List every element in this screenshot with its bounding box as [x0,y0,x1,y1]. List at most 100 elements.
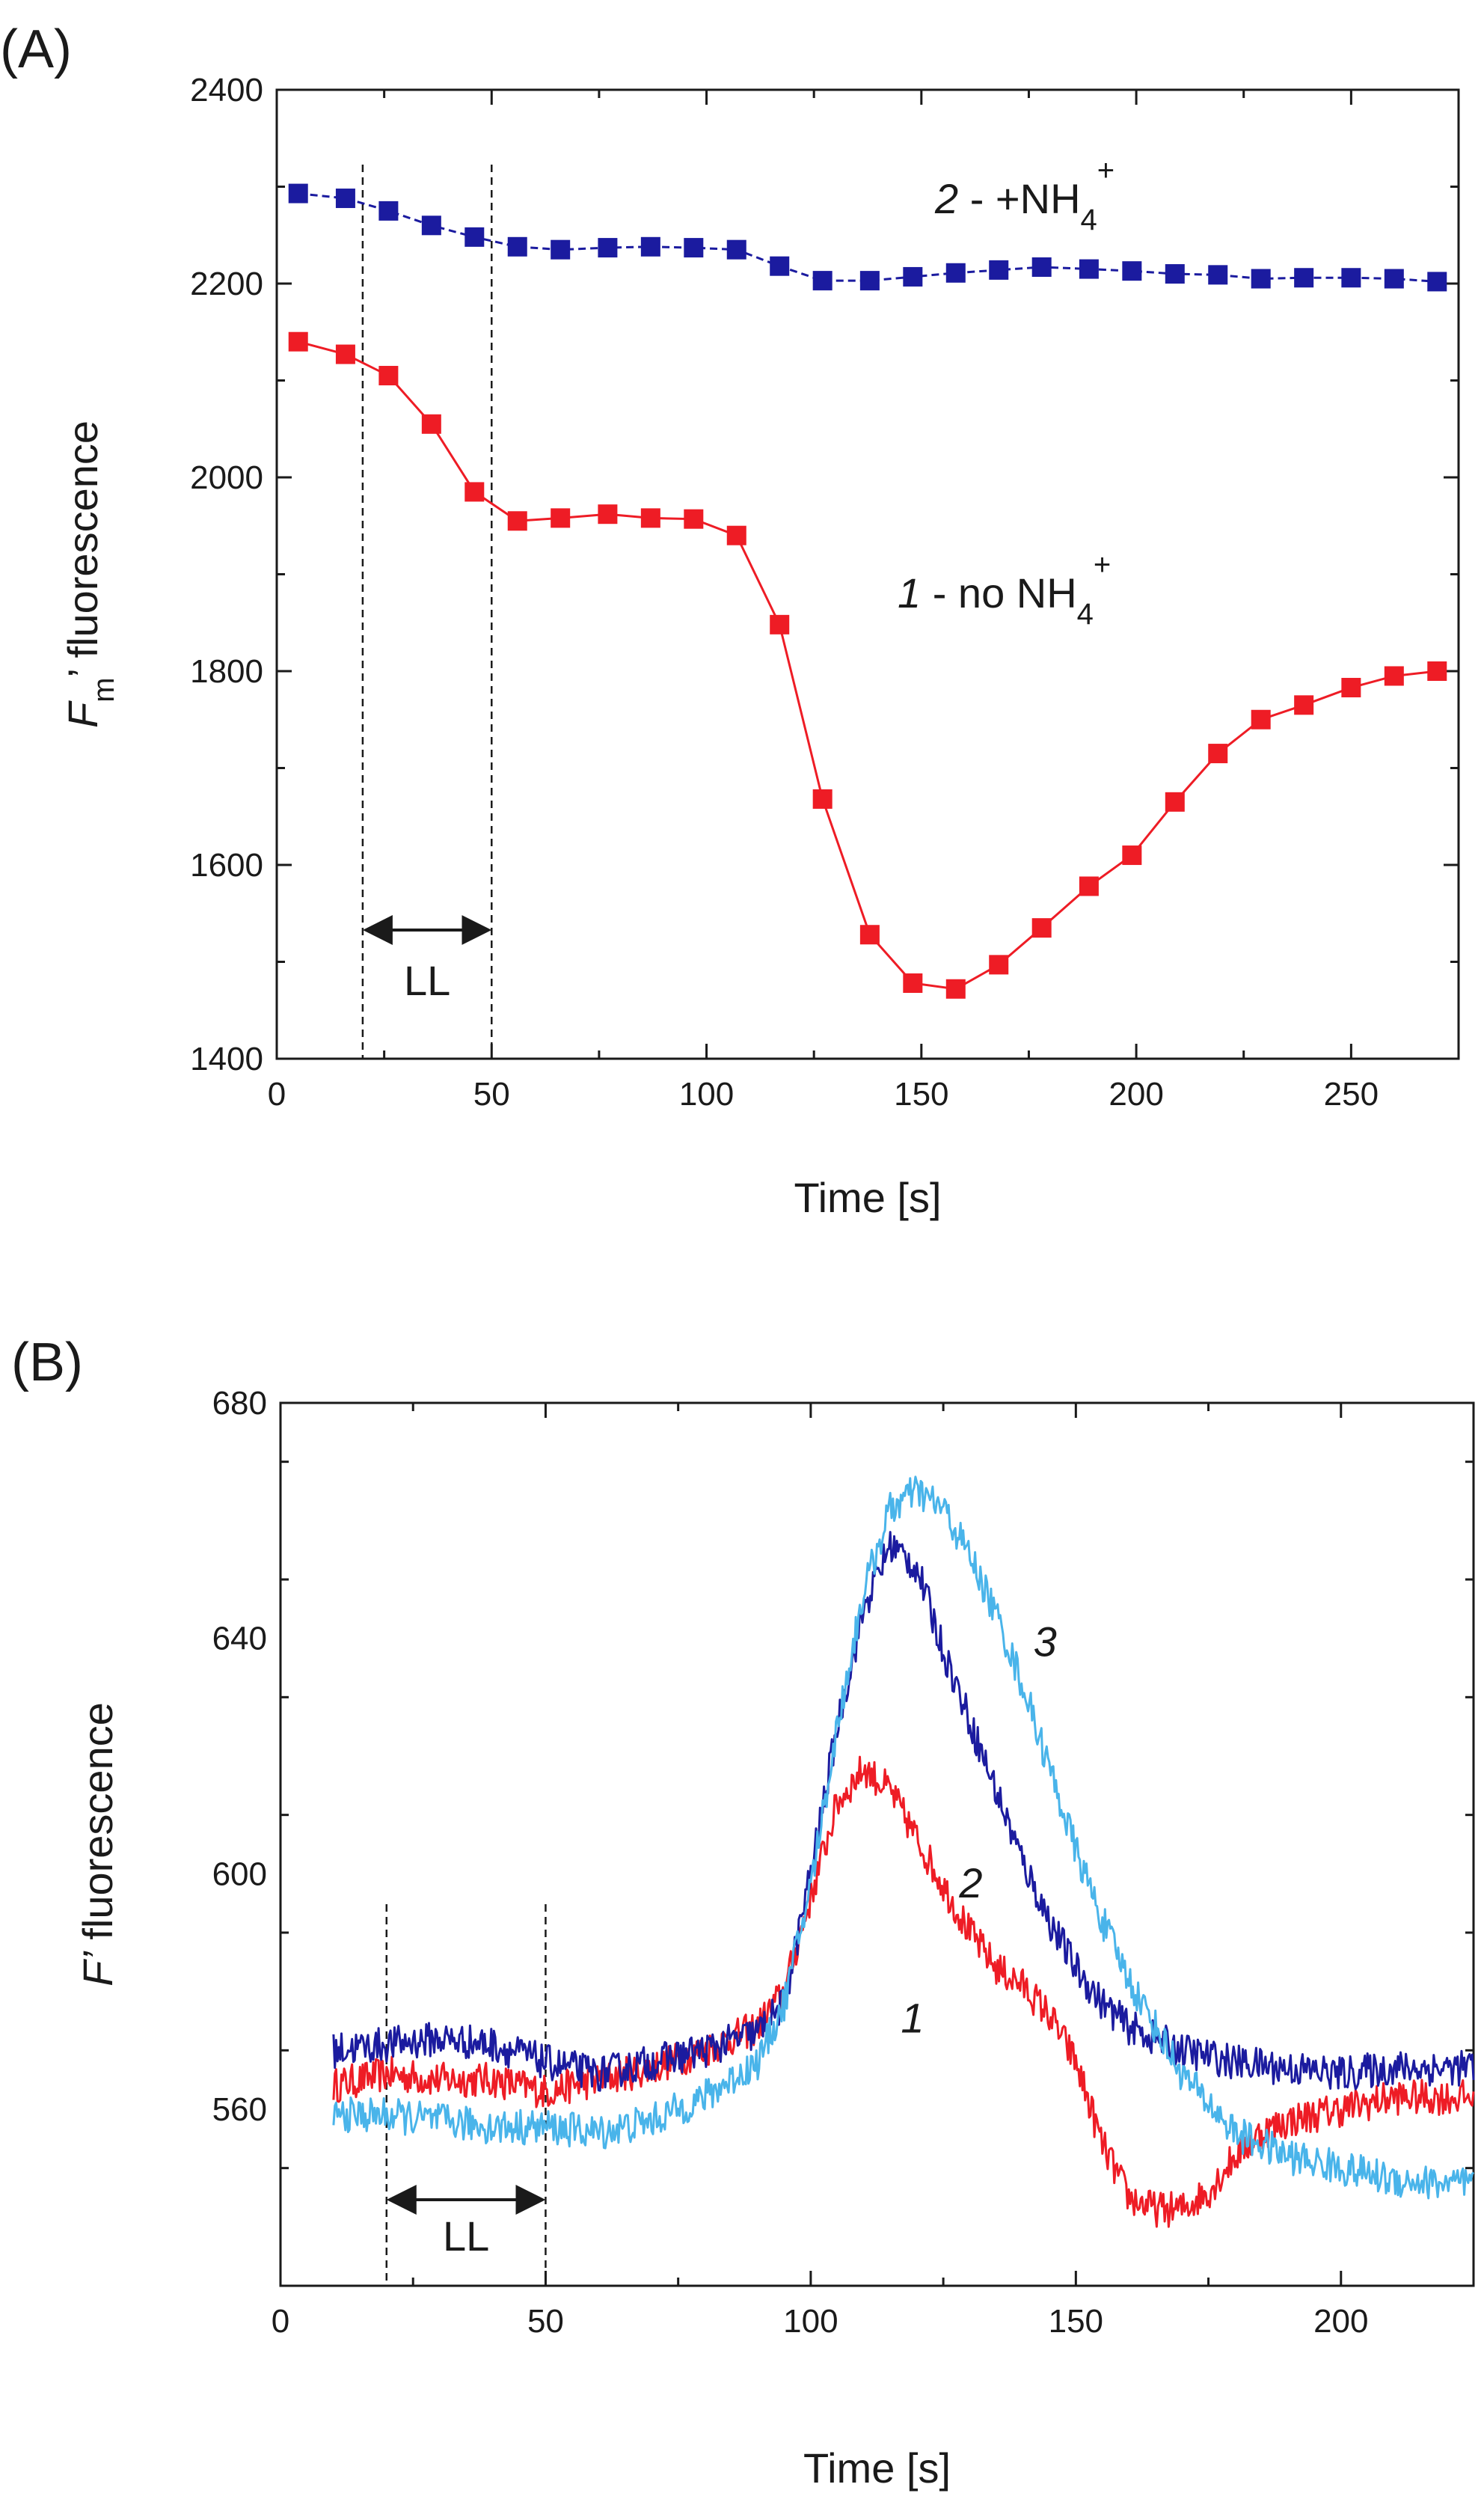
data-point [1294,268,1314,288]
series-trace_3 [332,1475,1475,2200]
data-point [770,256,790,276]
y-tick-label: 1600 [190,847,263,884]
x-axis-title: Time [s] [803,2444,951,2492]
data-point [1384,666,1404,686]
series-trace_1 [332,1755,1475,2228]
data-point [726,525,746,545]
data-point [1251,709,1271,730]
data-point [1427,661,1447,681]
series-no_nh4 [288,331,1447,999]
data-point [1122,261,1142,281]
data-point [1165,792,1185,812]
data-point [640,508,660,528]
data-point [989,955,1009,975]
data-point [1165,264,1185,284]
data-point [859,271,880,291]
x-tick-label: 250 [1324,1076,1379,1113]
data-point [421,414,441,434]
x-axis-title: Time [s] [794,1174,941,1221]
plot-frame [275,88,1460,1060]
data-point [1208,265,1228,285]
data-point [684,509,704,529]
data-point [464,227,485,247]
y-tick-label: 680 [212,1385,267,1422]
y-tick-label: 600 [212,1856,267,1892]
data-point [335,189,355,209]
data-point [507,236,527,257]
series-plus_nh4 [288,183,1447,292]
series-label: 2 [958,1859,982,1906]
data-point [1079,876,1099,896]
x-tick-label: 50 [527,2303,564,2340]
y-tick-label: 2000 [190,459,263,496]
data-point [421,215,441,236]
y-tick-label: 2200 [190,266,263,302]
panel-b: (B) 0 50 100 150 200 560 600 640 680 Time [s] F’ fl… [11,1333,1475,2492]
data-point [335,344,355,364]
data-point [684,238,704,258]
data-point [1341,268,1361,288]
y-axis-title: F’ fluorescence [74,1702,121,1986]
data-point [1294,695,1314,715]
series-trace [332,1755,1475,2228]
data-point [551,239,571,260]
data-point [288,331,308,352]
series-line [298,192,1438,283]
data-point [1208,744,1228,764]
series-trace [332,1475,1475,2200]
data-point [551,508,571,528]
panel-label: (A) [0,19,72,79]
data-point [288,183,308,204]
x-tick-label: 200 [1109,1076,1163,1113]
data-point [859,925,880,945]
data-point [464,482,485,502]
data-point [640,236,660,257]
data-point [1031,257,1052,277]
data-point [812,271,833,291]
data-point [945,263,966,283]
y-tick-label: 1800 [190,653,263,690]
data-point [903,973,923,993]
series-trace [332,1531,1475,2092]
data-point [812,789,833,809]
x-tick-label: 200 [1313,2303,1368,2340]
ll-label: LL [404,957,450,1004]
data-point [1122,845,1142,866]
data-point [1341,678,1361,698]
x-tick-label: 0 [268,1076,286,1113]
data-point [1384,269,1404,289]
data-point [378,366,399,386]
data-point [1251,269,1271,289]
panel-label: (B) [11,1333,83,1392]
y-tick-label: 640 [212,1621,267,1657]
x-tick-label: 0 [272,2303,289,2340]
x-tick-label: 100 [783,2303,838,2340]
y-axis-title: Fm’ fluorescence [59,420,120,728]
y-tick-label: 2400 [190,72,263,108]
x-tick-label: 50 [473,1076,510,1113]
data-point [726,239,746,260]
data-point [945,979,966,999]
data-point [1031,918,1052,938]
data-point [507,511,527,531]
data-point [989,260,1009,280]
series-label: 2 - +NH4+ [934,154,1114,236]
y-tick-label: 1400 [190,1041,263,1077]
panel-a: (A) 0 50 100 150 200 250 1400 1600 1800 2000 2200 24… [0,19,1460,1221]
data-point [1079,259,1099,279]
data-point [1427,272,1447,292]
data-point [770,614,790,634]
series-trace_2 [332,1531,1475,2092]
data-point [598,238,618,258]
x-tick-label: 100 [679,1076,734,1113]
series-label: 3 [1034,1618,1057,1665]
series-label: 1 - no NH4+ [898,548,1111,631]
series-label: 1 [901,1995,924,2042]
x-tick-label: 150 [894,1076,948,1113]
plot-frame [279,1401,1475,2287]
series-line [298,340,1438,991]
ll-label: LL [443,2212,489,2260]
data-point [598,504,618,524]
data-point [378,201,399,221]
